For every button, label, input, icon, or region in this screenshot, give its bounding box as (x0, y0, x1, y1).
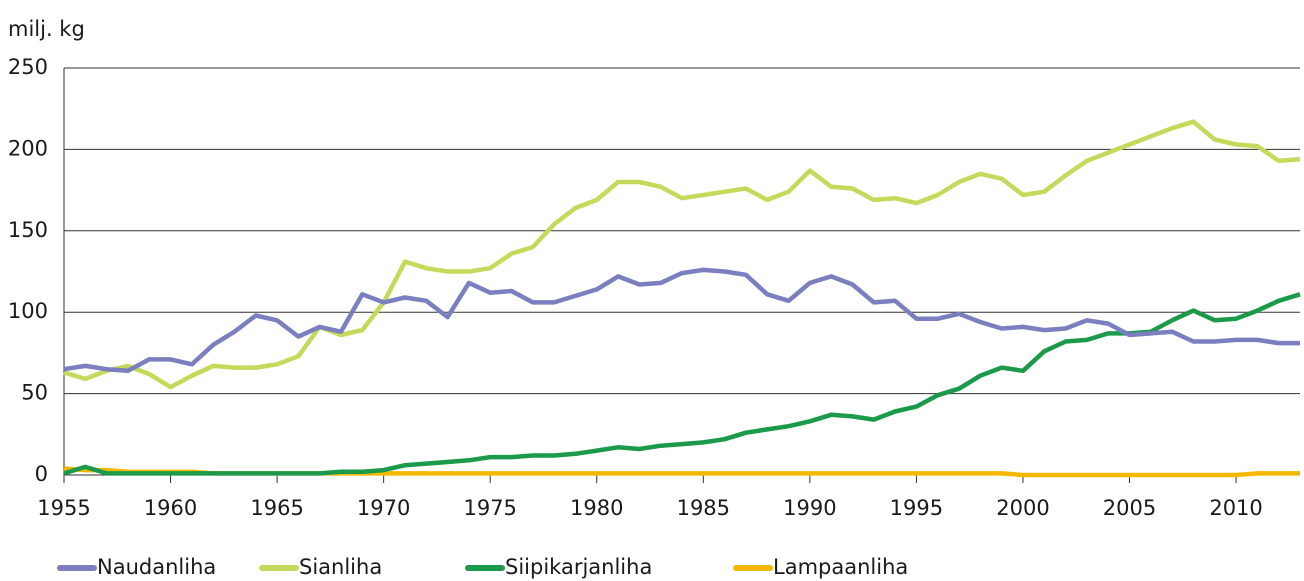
x-tick-label: 2000 (996, 496, 1049, 520)
legend-label: Lampaanliha (773, 555, 908, 579)
series-line (63, 267, 1300, 374)
y-tick-label: 0 (35, 462, 48, 486)
series-line (63, 119, 1301, 390)
x-tick-label: 1980 (570, 496, 623, 520)
series-line (63, 292, 1301, 476)
y-tick-label: 100 (8, 299, 48, 323)
y-tick-label: 50 (21, 381, 48, 405)
legend-label: Sianliha (299, 555, 382, 579)
x-tick-label: 2010 (1209, 496, 1262, 520)
y-tick-label: 200 (8, 136, 48, 160)
y-tick-label: 150 (8, 218, 48, 242)
x-tick-label: 1985 (677, 496, 730, 520)
legend-label: Naudanliha (97, 555, 216, 579)
x-tick-label: 1960 (144, 496, 197, 520)
x-tick-label: 1995 (890, 496, 943, 520)
x-tick-label: 1955 (37, 496, 90, 520)
legend-label: Siipikarjanliha (505, 555, 652, 579)
y-tick-label: 250 (8, 55, 48, 79)
y-axis-label: milj. kg (8, 17, 85, 41)
x-tick-label: 1970 (357, 496, 410, 520)
x-tick-label: 1990 (783, 496, 836, 520)
x-tick-label: 1965 (250, 496, 303, 520)
x-tick-label: 1975 (463, 496, 516, 520)
x-tick-label: 2005 (1103, 496, 1156, 520)
